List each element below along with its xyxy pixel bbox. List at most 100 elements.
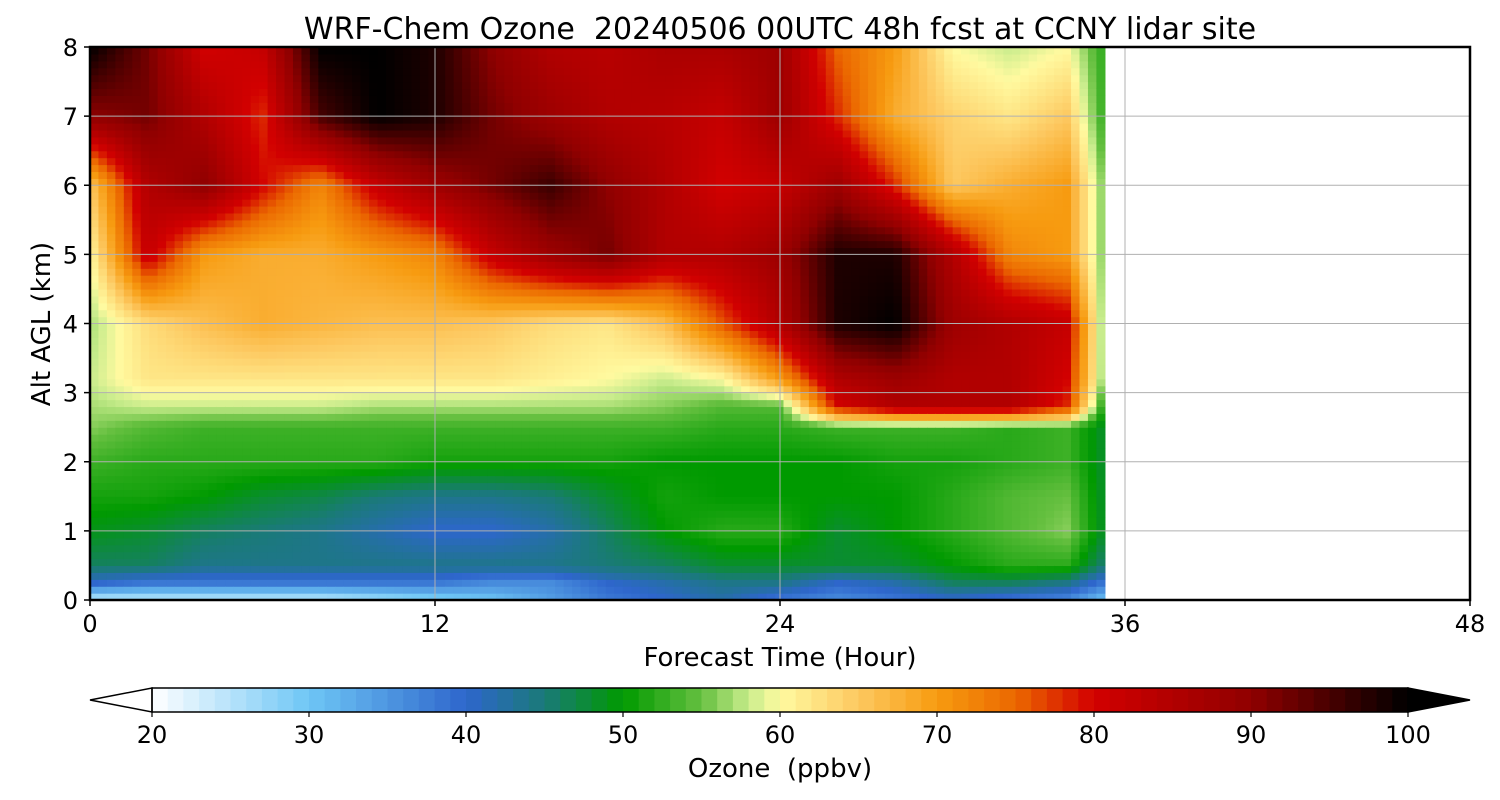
heatmap-cell	[250, 302, 260, 311]
heatmap-cell	[394, 164, 404, 173]
heatmap-cell	[352, 212, 362, 221]
heatmap-cell	[369, 316, 379, 325]
heatmap-cell	[402, 337, 412, 345]
heatmap-cell	[140, 572, 150, 580]
heatmap-cell	[284, 192, 294, 200]
heatmap-cell	[208, 185, 218, 193]
heatmap-cell	[106, 309, 116, 318]
heatmap-cell	[445, 468, 455, 477]
heatmap-cell	[462, 586, 472, 594]
heatmap-cell	[538, 364, 548, 373]
heatmap-cell	[597, 572, 607, 580]
heatmap-cell	[157, 136, 167, 145]
heatmap-cell	[216, 364, 226, 373]
heatmap-cell	[453, 240, 463, 249]
heatmap-cell	[157, 441, 167, 449]
heatmap-cell	[445, 60, 455, 69]
heatmap-cell	[335, 254, 345, 262]
heatmap-cell	[106, 212, 116, 221]
heatmap-cell	[98, 461, 108, 470]
heatmap-cell	[360, 572, 370, 580]
heatmap-cell	[106, 489, 116, 497]
heatmap-cell	[250, 288, 260, 297]
heatmap-cell	[428, 558, 438, 567]
heatmap-cell	[242, 95, 252, 103]
heatmap-cell	[284, 226, 294, 235]
heatmap-cell	[563, 282, 573, 290]
heatmap-cell	[267, 288, 277, 297]
heatmap-cell	[149, 454, 159, 463]
heatmap-cell	[453, 454, 463, 463]
heatmap-cell	[149, 461, 159, 470]
heatmap-cell	[512, 109, 522, 117]
heatmap-cell	[555, 427, 565, 435]
heatmap-cell	[597, 406, 607, 414]
heatmap-cell	[546, 47, 556, 55]
heatmap-cell	[546, 579, 556, 587]
heatmap-cell	[555, 537, 565, 546]
heatmap-cell	[157, 358, 167, 366]
heatmap-cell	[495, 123, 506, 131]
heatmap-cell	[394, 109, 404, 117]
heatmap-cell	[563, 523, 573, 532]
heatmap-cell	[487, 427, 497, 435]
heatmap-cell	[445, 482, 455, 490]
heatmap-cell	[386, 205, 396, 214]
heatmap-cell	[512, 295, 522, 304]
heatmap-cell	[115, 392, 125, 401]
heatmap-cell	[572, 565, 582, 573]
heatmap-cell	[495, 572, 506, 580]
heatmap-cell	[292, 558, 303, 567]
heatmap-cell	[580, 447, 590, 456]
heatmap-cell	[394, 282, 404, 290]
heatmap-cell	[394, 447, 404, 456]
heatmap-cell	[267, 309, 277, 318]
heatmap-cell	[512, 219, 522, 228]
heatmap-cell	[572, 123, 582, 131]
heatmap-cell	[453, 309, 463, 318]
heatmap-cell	[386, 192, 396, 200]
heatmap-cell	[149, 60, 159, 69]
heatmap-cell	[343, 247, 353, 255]
heatmap-cell	[326, 537, 336, 546]
heatmap-cell	[445, 205, 455, 214]
heatmap-cell	[504, 240, 514, 249]
heatmap-cell	[132, 337, 142, 345]
heatmap-cell	[98, 295, 108, 304]
heatmap-cell	[614, 551, 624, 560]
heatmap-cell	[157, 95, 167, 103]
heatmap-cell	[453, 136, 463, 145]
heatmap-cell	[276, 136, 286, 145]
heatmap-cell	[242, 551, 252, 560]
heatmap-cell	[132, 551, 142, 560]
heatmap-cell	[521, 302, 531, 311]
heatmap-cell	[157, 586, 167, 594]
heatmap-cell	[292, 164, 303, 173]
heatmap-cell	[538, 558, 548, 567]
heatmap-cell	[292, 489, 303, 497]
heatmap-cell	[106, 109, 116, 117]
heatmap-cell	[140, 233, 150, 242]
heatmap-cell	[394, 461, 404, 470]
heatmap-cell	[335, 482, 345, 490]
heatmap-cell	[183, 254, 193, 262]
heatmap-cell	[115, 268, 125, 276]
heatmap-cell	[276, 157, 286, 166]
heatmap-cell	[208, 586, 218, 594]
heatmap-cell	[326, 88, 336, 96]
heatmap-cell	[369, 240, 379, 249]
heatmap-cell	[529, 530, 539, 539]
heatmap-cell	[309, 378, 319, 387]
heatmap-cell	[301, 530, 311, 539]
heatmap-cell	[115, 530, 125, 539]
heatmap-cell	[250, 510, 260, 518]
heatmap-cell	[495, 81, 506, 90]
heatmap-cell	[445, 81, 455, 90]
heatmap-cell	[445, 102, 455, 110]
heatmap-cell	[521, 565, 531, 573]
heatmap-cell	[216, 482, 226, 490]
heatmap-cell	[284, 47, 294, 55]
heatmap-cell	[149, 123, 159, 131]
heatmap-cell	[132, 212, 142, 221]
heatmap-cell	[259, 295, 269, 304]
